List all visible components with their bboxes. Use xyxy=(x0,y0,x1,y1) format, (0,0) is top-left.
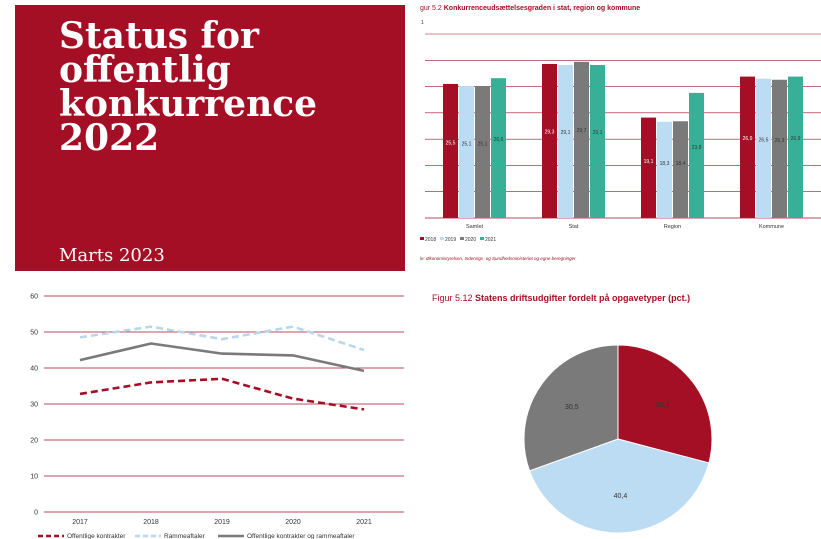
pie-chart-panel: Figur 5.12 Statens driftsudgifter fordel… xyxy=(418,282,821,539)
bar-value-label: 18,4 xyxy=(676,161,686,167)
line-chart-y-tick-label: 0 xyxy=(34,510,38,517)
line-chart-y-tick-label: 60 xyxy=(30,294,38,301)
bar-category-label: Region xyxy=(664,224,681,230)
line-legend-label: Offentlige kontrakter xyxy=(67,533,126,539)
line-chart-x-tick-label: 2019 xyxy=(214,519,230,526)
bar xyxy=(558,65,573,218)
bar-category-label: Kommune xyxy=(759,224,784,230)
cover-title-line: offentlig xyxy=(59,49,231,91)
bar-legend-swatch xyxy=(460,237,464,240)
bar-value-label: 29,1 xyxy=(593,130,603,136)
bar-legend-swatch xyxy=(480,237,484,240)
bar-value-label: 25,1 xyxy=(478,141,488,147)
line-chart: 0 10 20 30 40 50 60 2017 2018 2019 2020 2021 Offentl… xyxy=(30,294,404,539)
bar xyxy=(574,61,589,219)
bar xyxy=(590,65,605,218)
line-chart-x-tick-label: 2018 xyxy=(143,519,159,526)
line-chart-y-tick-label: 40 xyxy=(30,366,38,373)
bar-value-label: 26,6 xyxy=(494,137,504,143)
report-cover: Status for offentlig konkurrence 2022 Ma… xyxy=(15,5,405,271)
bar-legend-label: 2019 xyxy=(445,237,456,243)
cover-title-line: 2022 xyxy=(59,117,160,159)
line-chart-x-tick-label: 2020 xyxy=(285,519,301,526)
pie-slice-label: 40,4 xyxy=(614,493,628,500)
line-series xyxy=(79,342,365,373)
pie-chart-figure-number: Figur 5.12 xyxy=(432,293,473,303)
pie-slice xyxy=(617,344,713,464)
bar-chart-panel: gur 5.2 Konkurrenceudsættelsesgraden i s… xyxy=(418,0,821,272)
line-chart-y-tick-label: 50 xyxy=(30,330,38,337)
line-chart-x-tick-label: 2017 xyxy=(72,519,88,526)
bar xyxy=(641,117,656,218)
bar-value-label: 29,7 xyxy=(577,128,587,134)
bar-value-label: 26,9 xyxy=(791,136,801,142)
line-chart-panel: 0 10 20 30 40 50 60 2017 2018 2019 2020 2021 Offentl… xyxy=(0,282,410,539)
pie-chart-title: Figur 5.12 Statens driftsudgifter fordel… xyxy=(432,293,690,303)
cover-title: Status for offentlig konkurrence 2022 xyxy=(59,15,318,159)
bar xyxy=(542,63,557,218)
cover-title-line: konkurrence xyxy=(59,83,318,125)
line-series xyxy=(79,377,365,411)
bar-value-label: 29,1 xyxy=(561,130,571,136)
bar-value-label: 29,3 xyxy=(545,129,555,135)
line-series xyxy=(79,325,365,352)
pie-chart: 29,1 40,4 30,5 xyxy=(523,344,713,534)
bar xyxy=(788,76,803,218)
line-legend-label: Offentlige kontrakter og rammeaftaler xyxy=(247,533,355,539)
bar-chart: 25,5 25,1 25,1 26,6 Samlet 29,3 29,1 29,7 29,1 St… xyxy=(420,33,821,243)
bar xyxy=(740,76,755,218)
line-chart-y-tick-label: 20 xyxy=(30,438,38,445)
line-chart-y-tick-label: 30 xyxy=(30,402,38,409)
line-chart-y-tick-label: 10 xyxy=(30,474,38,481)
bar-chart-title-text: Konkurrenceudsættelsesgraden i stat, reg… xyxy=(443,5,641,12)
line-legend-label: Rammeaftaler xyxy=(164,533,206,539)
bar xyxy=(475,86,490,218)
pie-slice-label: 30,5 xyxy=(565,404,579,411)
bar-category-label: Stat xyxy=(569,224,579,230)
bar xyxy=(756,78,771,218)
bar-value-label: 18,3 xyxy=(660,161,670,167)
bar xyxy=(459,86,474,218)
bar-value-label: 26,3 xyxy=(775,138,785,144)
bar-legend-label: 2018 xyxy=(425,237,436,243)
bar-legend-swatch xyxy=(420,237,424,240)
bar xyxy=(689,92,704,218)
bar xyxy=(657,121,672,218)
bar-value-label: 26,9 xyxy=(743,136,753,142)
bar xyxy=(443,83,458,218)
bar-legend-swatch xyxy=(440,237,444,240)
bar xyxy=(491,78,506,218)
line-chart-x-tick-label: 2021 xyxy=(356,519,372,526)
bar-chart-title: gur 5.2 Konkurrenceudsættelsesgraden i s… xyxy=(420,5,640,12)
bar-chart-source: le: Økonomistyrelsen, Indenrigs- og Sund… xyxy=(420,256,576,261)
bar xyxy=(772,79,787,218)
bar-value-label: 19,1 xyxy=(644,159,654,165)
bar-chart-unit-label: 1 xyxy=(421,20,424,26)
cover-date: Marts 2023 xyxy=(59,245,165,266)
pie-chart-title-text: Statens driftsudgifter fordelt på opgave… xyxy=(475,293,691,303)
bar-value-label: 26,5 xyxy=(759,137,769,143)
bar-chart-figure-number: gur 5.2 xyxy=(420,5,442,12)
bar-category-label: Samlet xyxy=(466,224,484,230)
pie-slice xyxy=(528,438,710,534)
pie-slice-label: 29,1 xyxy=(656,402,670,409)
bar-legend-label: 2021 xyxy=(485,237,496,243)
cover-title-line: Status for xyxy=(59,15,260,57)
bar xyxy=(673,121,688,218)
bar-value-label: 23,8 xyxy=(692,145,702,151)
pie-slice xyxy=(523,344,619,472)
bar-value-label: 25,1 xyxy=(462,141,472,147)
bar-value-label: 25,5 xyxy=(446,140,456,146)
bar-legend-label: 2020 xyxy=(465,237,476,243)
